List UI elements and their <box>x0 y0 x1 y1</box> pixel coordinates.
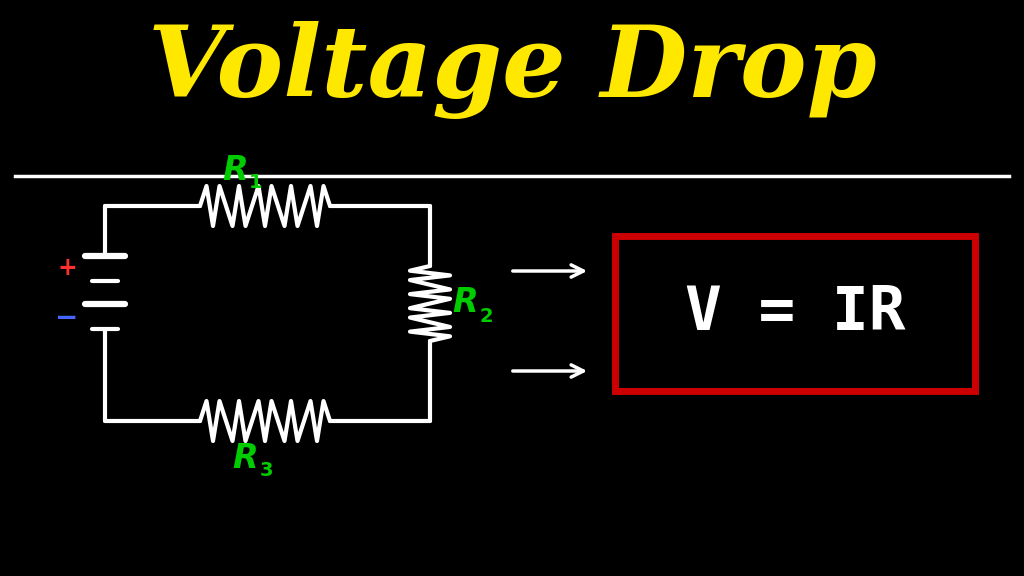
Text: −: − <box>55 304 79 332</box>
Bar <box>615 236 975 391</box>
Text: Voltage Drop: Voltage Drop <box>147 21 877 119</box>
Text: +: + <box>57 256 77 280</box>
Text: R: R <box>453 286 478 320</box>
Text: V = IR: V = IR <box>685 284 905 343</box>
Text: 2: 2 <box>479 306 493 325</box>
Text: R: R <box>232 441 258 475</box>
Text: 3: 3 <box>259 460 272 479</box>
Text: R: R <box>222 154 248 188</box>
Text: 1: 1 <box>249 173 263 192</box>
